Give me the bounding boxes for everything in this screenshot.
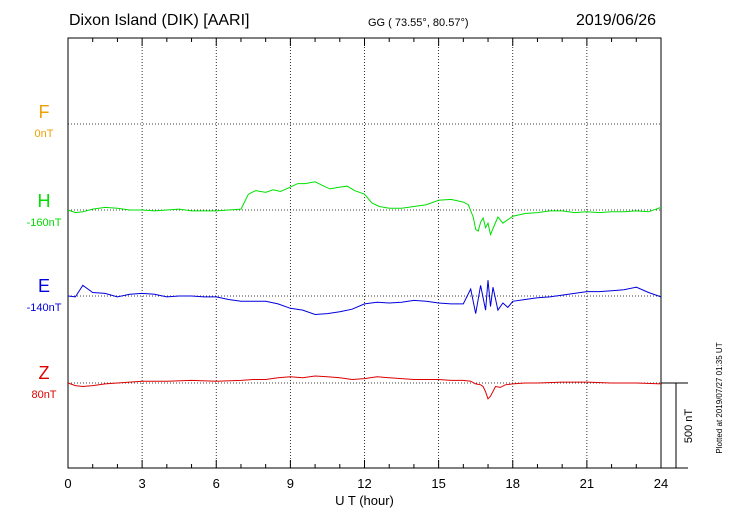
series-label-h: H: [38, 191, 51, 211]
series-line-z: [67, 375, 662, 400]
x-tick-label: 12: [357, 476, 371, 491]
plotted-at-note: Plotted at 2019/07/27 01:35 UT: [715, 342, 724, 453]
x-axis-label: U T (hour): [335, 493, 394, 508]
baseline-label-f: 0nT: [35, 128, 54, 140]
series-label-z: Z: [39, 363, 50, 383]
x-tick-label: 24: [654, 476, 668, 491]
plot-frame: [67, 37, 662, 469]
baseline-label-e: -140nT: [27, 302, 62, 314]
baseline-label-h: -160nT: [27, 217, 62, 229]
x-tick-label: 9: [287, 476, 294, 491]
series-line-e: [67, 280, 662, 316]
plot-date: 2019/06/26: [576, 12, 657, 29]
station-title: Dixon Island (DIK) [AARI]: [69, 12, 250, 29]
station-coordinates: GG ( 73.55°, 80.57°): [368, 17, 469, 29]
series-label-f: F: [39, 102, 50, 122]
series-line-h: [67, 181, 662, 237]
x-tick-label: 3: [139, 476, 146, 491]
scale-bar-label: 500 nT: [683, 409, 695, 444]
x-tick-label: 18: [506, 476, 520, 491]
x-tick-label: 6: [213, 476, 220, 491]
x-tick-label: 0: [64, 476, 71, 491]
x-tick-label: 21: [580, 476, 594, 491]
baseline-label-z: 80nT: [31, 389, 56, 401]
series-label-e: E: [38, 276, 50, 296]
x-tick-label: 15: [431, 476, 445, 491]
